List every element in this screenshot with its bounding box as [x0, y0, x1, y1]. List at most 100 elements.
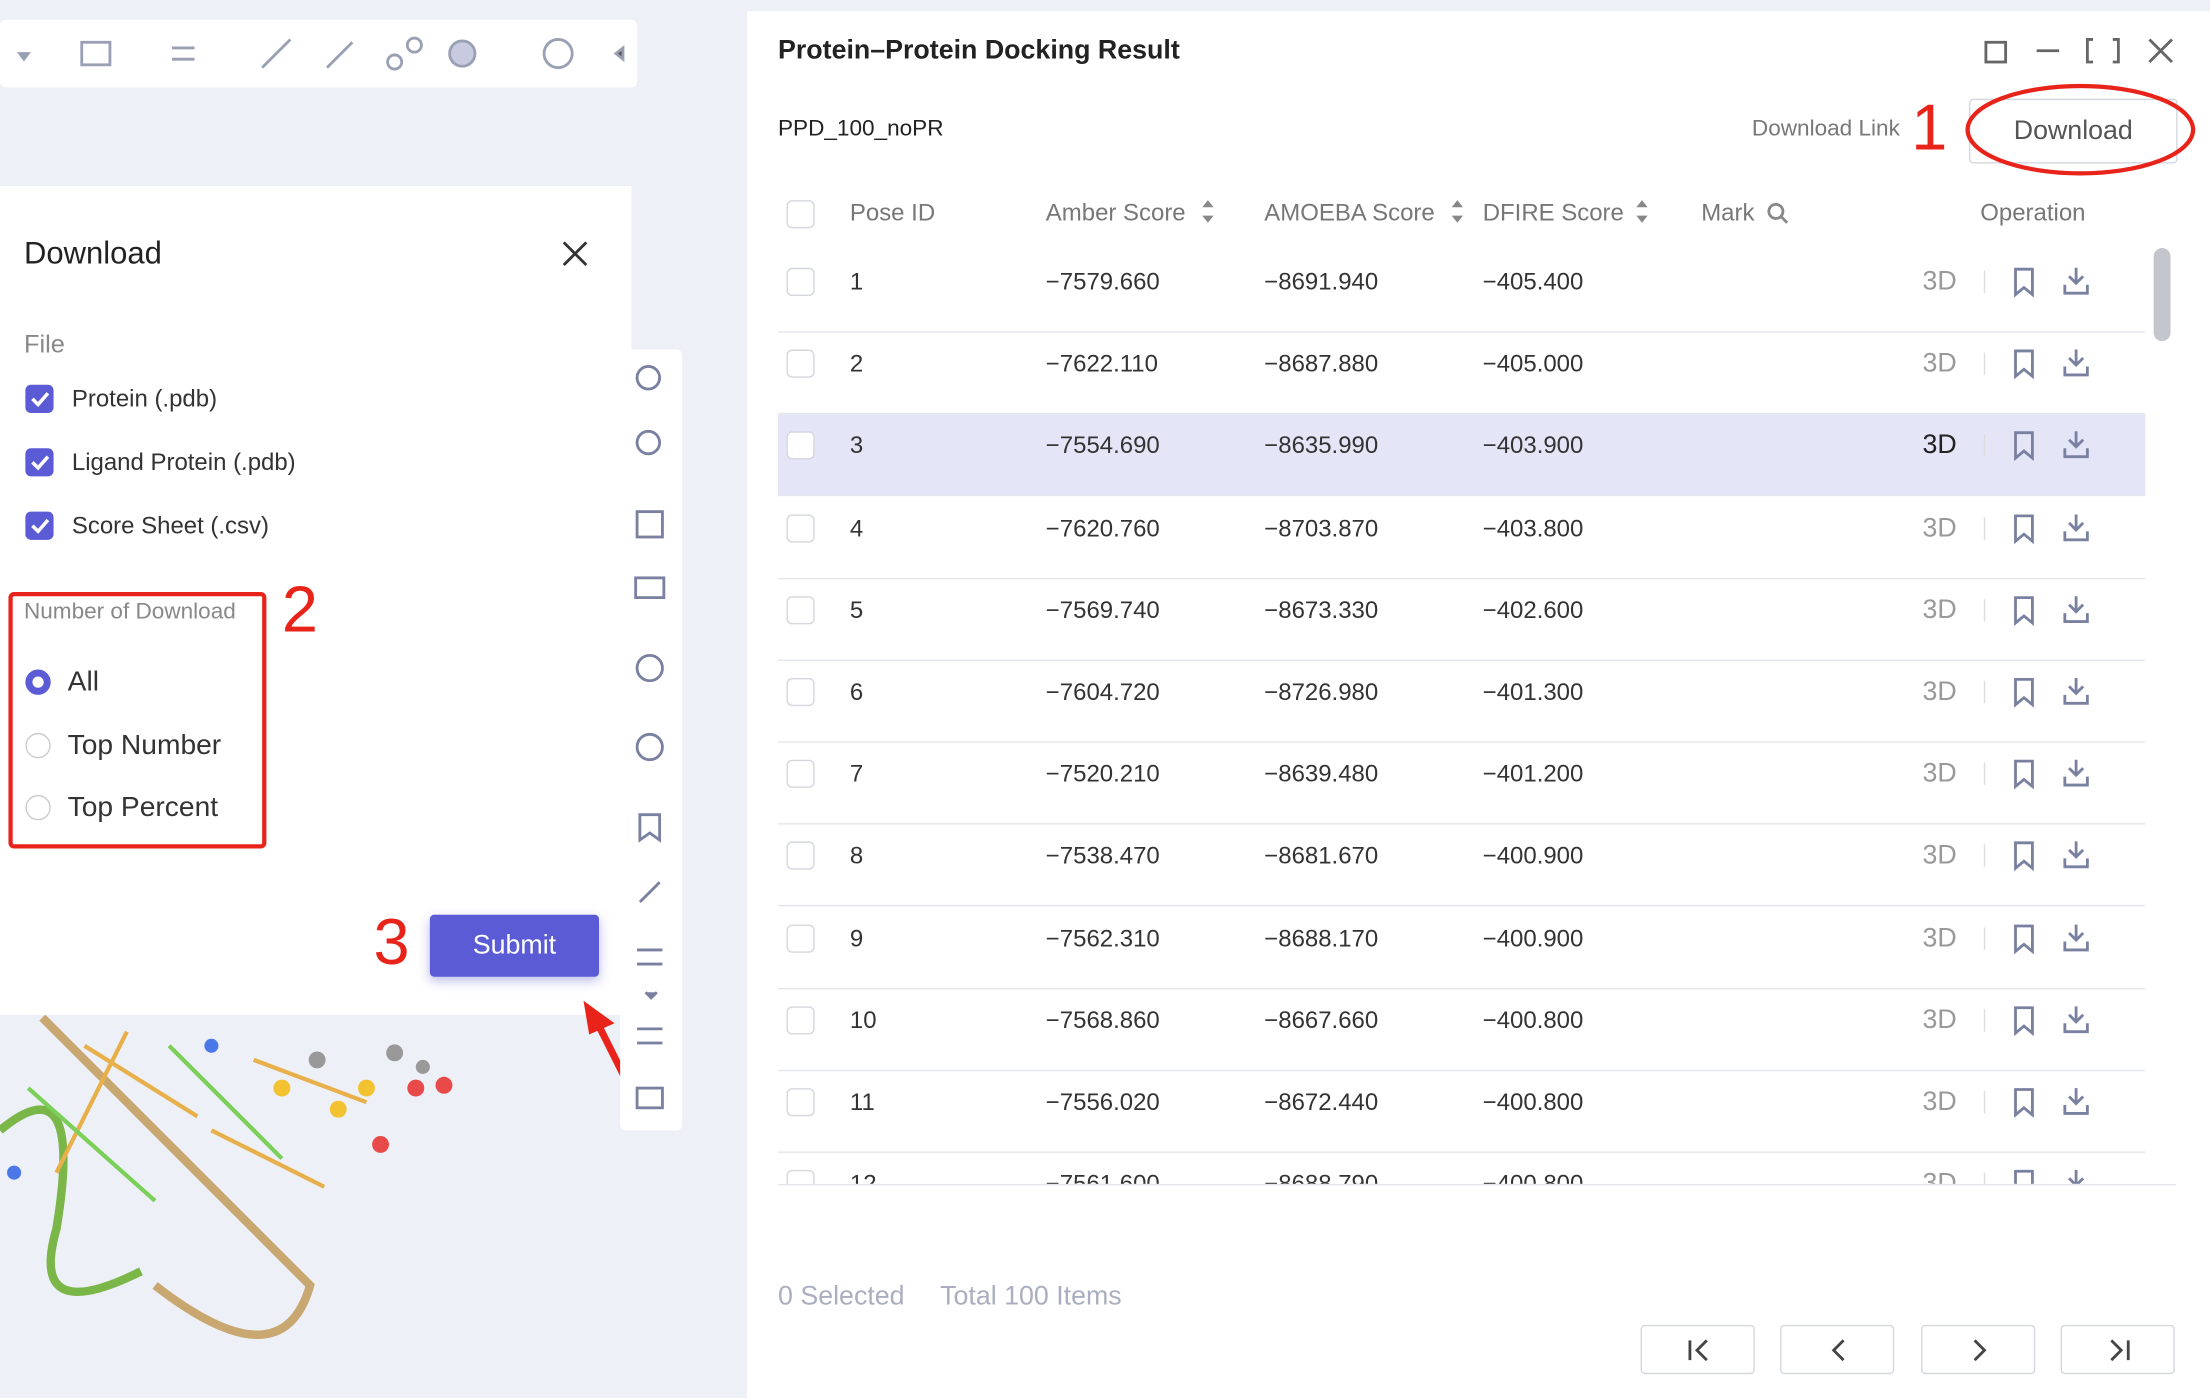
radio[interactable] — [25, 732, 51, 758]
checkbox[interactable] — [25, 384, 54, 413]
view-3d[interactable]: 3D — [1922, 431, 1957, 461]
row-checkbox[interactable] — [786, 841, 815, 871]
column-header[interactable]: Mark — [1701, 199, 1755, 227]
checkbox-label: Protein (.pdb) — [71, 385, 218, 413]
row-actions[interactable] — [1976, 426, 2145, 468]
row-checkbox[interactable] — [786, 513, 815, 543]
view-3d[interactable]: 3D — [1922, 1087, 1957, 1117]
row-checkbox[interactable] — [786, 267, 815, 296]
row-line — [778, 741, 2146, 743]
download-button[interactable]: Download — [1968, 98, 2178, 164]
row-actions[interactable] — [1976, 508, 2145, 550]
table-cell: −8703.870 — [1264, 514, 1379, 542]
row-actions[interactable] — [1976, 344, 2145, 386]
last-page[interactable] — [2060, 1324, 2175, 1375]
row-actions[interactable] — [1976, 262, 2145, 304]
row-line — [778, 1069, 2146, 1071]
row-actions[interactable] — [1976, 1000, 2145, 1042]
table-cell: 7 — [849, 760, 864, 788]
download-link[interactable]: Download Link — [1751, 116, 1900, 141]
row-checkbox[interactable] — [786, 1006, 815, 1035]
view-3d[interactable]: 3D — [1922, 1005, 1957, 1035]
view-3d[interactable]: 3D — [1922, 759, 1957, 789]
check — [31, 392, 50, 408]
checkbox-label: Score Sheet (.csv) — [71, 512, 269, 540]
table-cell: −8639.480 — [1264, 760, 1379, 788]
row-checkbox[interactable] — [786, 595, 815, 625]
submit-label: Submit — [472, 930, 557, 961]
radio[interactable] — [25, 669, 51, 695]
scrollbar[interactable] — [2153, 248, 2171, 342]
view-3d[interactable]: 3D — [1922, 595, 1957, 625]
row-actions[interactable] — [1976, 836, 2145, 878]
annotation: 2 — [281, 572, 318, 646]
table-row[interactable]: 11 −7556.020 −8672.440 −400.800 3D — [778, 1071, 2146, 1153]
check — [31, 518, 50, 534]
checkbox[interactable] — [25, 511, 54, 540]
table-row[interactable]: 9 −7562.310 −8688.170 −400.900 3D — [778, 907, 2146, 989]
table-row[interactable]: 7 −7520.210 −8639.480 −401.200 3D — [778, 743, 2146, 825]
row-actions[interactable] — [1976, 672, 2145, 714]
table-row[interactable]: 6 −7604.720 −8726.980 −401.300 3D — [778, 661, 2146, 743]
row-checkbox[interactable] — [786, 349, 815, 378]
row-checkbox[interactable] — [786, 1088, 815, 1117]
column-header[interactable]: Pose ID — [849, 199, 936, 227]
view-3d[interactable]: 3D — [1922, 267, 1957, 297]
table-cell: 8 — [849, 842, 864, 870]
checkbox-label: Ligand Protein (.pdb) — [71, 448, 296, 476]
row-checkbox[interactable] — [786, 924, 815, 953]
first-page[interactable] — [1640, 1324, 1755, 1375]
view-3d[interactable]: 3D — [1922, 677, 1957, 707]
row-actions[interactable] — [1976, 1164, 2145, 1184]
table-row[interactable]: 3 −7554.690 −8635.990 −403.900 3D — [778, 414, 2146, 497]
view-3d[interactable]: 3D — [1922, 513, 1957, 543]
row-checkbox[interactable] — [786, 677, 815, 707]
row-checkbox[interactable] — [786, 431, 815, 461]
table-cell: −7622.110 — [1045, 350, 1158, 378]
row-line — [778, 905, 2146, 907]
row-actions[interactable] — [1976, 918, 2145, 960]
table-cell: −8688.790 — [1264, 1172, 1378, 1184]
table-body: 1 −7579.660 −8691.940 −405.400 3D 2 −7622.110 −… — [778, 251, 2148, 1184]
download-label: Download — [2013, 116, 2133, 146]
table-cell: 6 — [849, 678, 864, 706]
table-cell: 2 — [849, 350, 864, 378]
table-cell: 9 — [849, 924, 864, 952]
row-actions[interactable] — [1976, 754, 2145, 796]
column-header[interactable]: Amber Score — [1045, 199, 1186, 227]
row-actions[interactable] — [1976, 590, 2145, 632]
table-row[interactable]: 10 −7568.860 −8667.660 −400.800 3D — [778, 989, 2146, 1071]
row-checkbox[interactable] — [786, 759, 815, 789]
column-header[interactable]: Operation — [1980, 199, 2086, 227]
next-page[interactable] — [1921, 1324, 2036, 1375]
prev-page[interactable] — [1780, 1324, 1895, 1375]
table-cell: −7554.690 — [1045, 432, 1160, 460]
download-dialog: Download File Number of Download Submit … — [0, 186, 632, 1015]
close-button[interactable] — [561, 240, 589, 268]
view-3d[interactable]: 3D — [1922, 1171, 1956, 1184]
radio[interactable] — [25, 794, 51, 821]
table-cell: 11 — [849, 1088, 875, 1116]
view-3d[interactable]: 3D — [1922, 923, 1957, 953]
view-3d[interactable]: 3D — [1922, 349, 1957, 379]
select-all[interactable] — [786, 200, 815, 229]
column-header[interactable]: DFIRE Score — [1482, 199, 1624, 227]
column-header[interactable]: AMOEBA Score — [1264, 199, 1435, 227]
row-line — [778, 823, 2146, 825]
table-row[interactable]: 4 −7620.760 −8703.870 −403.800 3D — [778, 497, 2146, 579]
window-controls[interactable] — [1977, 34, 2188, 68]
table-cell: −8688.170 — [1264, 924, 1379, 952]
table-row[interactable]: 8 −7538.470 −8681.670 −400.900 3D — [778, 825, 2146, 907]
table-row[interactable]: 12 −7561.600 −8688.790 −400.800 3D — [778, 1153, 2145, 1184]
table-row[interactable]: 5 −7569.740 −8673.330 −402.600 3D — [778, 579, 2146, 661]
table-cell: 5 — [849, 596, 864, 624]
submit-button[interactable]: Submit — [429, 914, 600, 977]
side-icons — [634, 365, 666, 1110]
row-checkbox[interactable] — [786, 1170, 815, 1184]
table-bottom — [778, 1183, 2177, 1186]
table-row[interactable]: 2 −7622.110 −8687.880 −405.000 3D — [778, 333, 2146, 415]
checkbox[interactable] — [25, 448, 54, 477]
view-3d[interactable]: 3D — [1922, 841, 1957, 871]
table-row[interactable]: 1 −7579.660 −8691.940 −405.400 3D — [778, 251, 2146, 333]
row-actions[interactable] — [1976, 1082, 2145, 1124]
